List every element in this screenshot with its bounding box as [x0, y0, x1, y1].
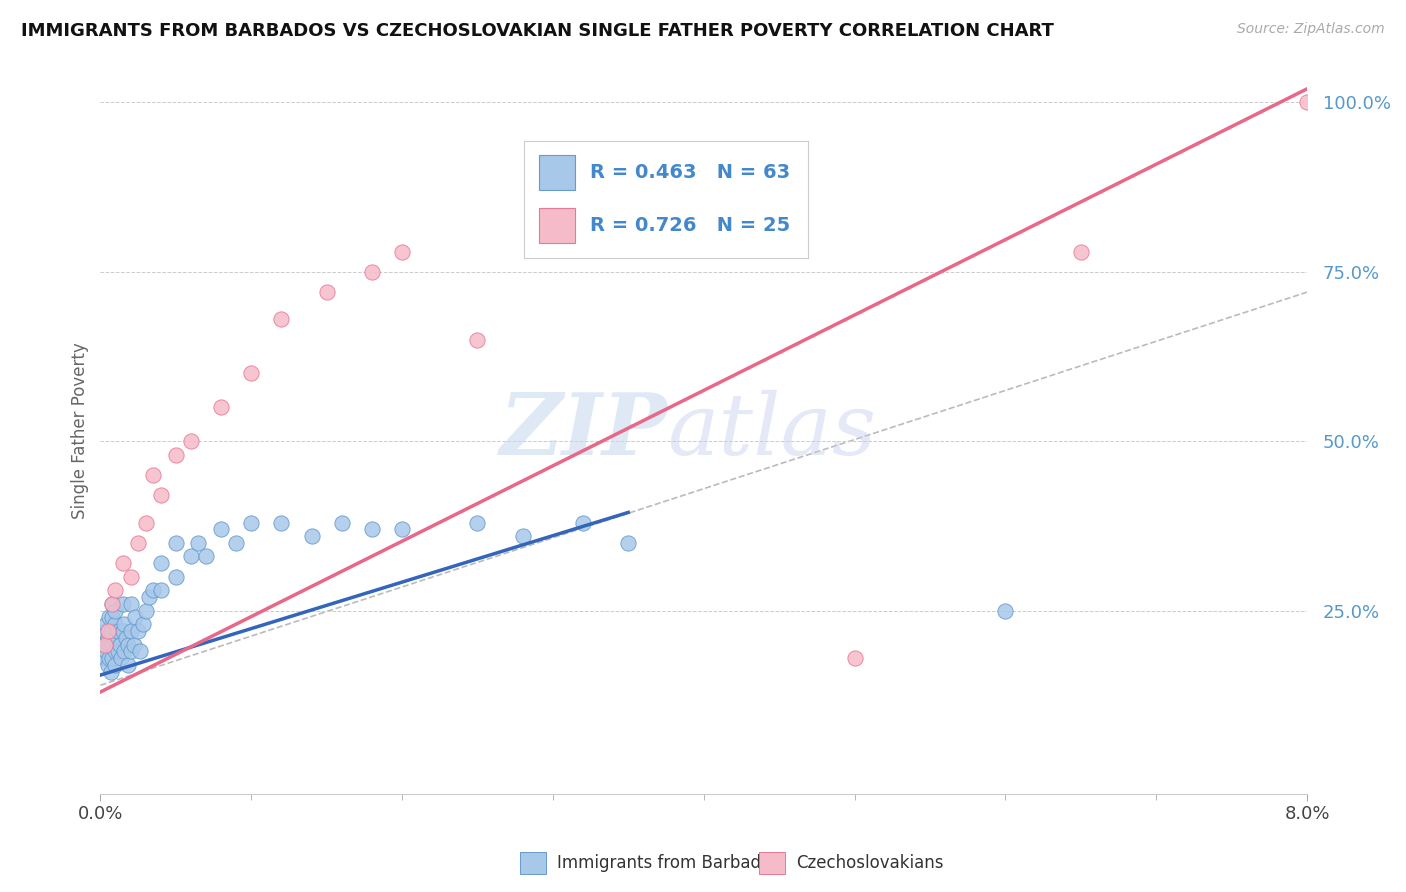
Point: [1070, 244, 1092, 259]
Point: [101, 610, 124, 624]
Point: [131, 617, 153, 632]
Point: [120, 597, 142, 611]
Point: [97, 624, 120, 638]
Point: [94, 651, 117, 665]
Point: [104, 631, 127, 645]
Point: [467, 516, 489, 530]
Point: [97, 657, 120, 672]
Point: [142, 583, 165, 598]
Point: [107, 624, 129, 638]
Point: [617, 536, 640, 550]
Point: [104, 657, 127, 672]
Point: [120, 570, 142, 584]
Point: [98, 638, 121, 652]
Y-axis label: Single Father Poverty: Single Father Poverty: [72, 343, 89, 519]
Point: [104, 617, 127, 632]
Point: [128, 644, 150, 658]
Point: [107, 644, 129, 658]
Point: [209, 401, 232, 415]
Point: [330, 516, 353, 530]
Point: [98, 651, 121, 665]
Point: [512, 529, 534, 543]
Point: [120, 624, 142, 638]
Point: [117, 638, 139, 652]
Point: [240, 367, 263, 381]
Point: [467, 333, 489, 347]
Point: [122, 638, 145, 652]
Point: [111, 597, 134, 611]
Point: [194, 549, 217, 564]
Point: [138, 590, 160, 604]
Point: [124, 610, 146, 624]
Point: [108, 638, 131, 652]
Point: [662, 163, 685, 178]
Point: [149, 488, 172, 502]
Point: [360, 522, 382, 536]
Point: [149, 556, 172, 570]
Point: [117, 657, 139, 672]
Point: [100, 624, 122, 638]
Point: [225, 536, 247, 550]
Text: Immigrants from Barbados: Immigrants from Barbados: [557, 855, 780, 872]
Point: [142, 468, 165, 483]
Point: [127, 536, 149, 550]
Point: [110, 651, 132, 665]
Point: [120, 644, 142, 658]
Point: [104, 604, 127, 618]
Point: [240, 516, 263, 530]
Point: [270, 312, 292, 326]
Point: [93, 638, 115, 652]
Point: [135, 516, 157, 530]
Point: [127, 624, 149, 638]
Point: [101, 638, 124, 652]
Point: [301, 529, 323, 543]
Point: [270, 516, 292, 530]
Point: [209, 522, 232, 536]
Point: [135, 604, 157, 618]
Point: [111, 556, 134, 570]
Point: [98, 610, 121, 624]
Bar: [538, 155, 575, 190]
Point: [180, 549, 202, 564]
Text: Czechoslovakians: Czechoslovakians: [796, 855, 943, 872]
Text: R = 0.726   N = 25: R = 0.726 N = 25: [589, 216, 790, 235]
Point: [165, 448, 187, 462]
Point: [111, 624, 134, 638]
Point: [101, 651, 124, 665]
Point: [101, 597, 124, 611]
Text: IMMIGRANTS FROM BARBADOS VS CZECHOSLOVAKIAN SINGLE FATHER POVERTY CORRELATION CH: IMMIGRANTS FROM BARBADOS VS CZECHOSLOVAK…: [21, 22, 1054, 40]
Bar: [538, 208, 575, 243]
Point: [96, 644, 118, 658]
Point: [94, 638, 117, 652]
Point: [94, 624, 117, 638]
Point: [115, 631, 138, 645]
Point: [165, 570, 187, 584]
Point: [165, 536, 187, 550]
Text: R = 0.463   N = 63: R = 0.463 N = 63: [589, 163, 790, 182]
Point: [104, 583, 127, 598]
Point: [187, 536, 209, 550]
Point: [1296, 95, 1319, 110]
Point: [315, 285, 337, 300]
Point: [844, 651, 866, 665]
Point: [994, 604, 1017, 618]
Point: [391, 244, 413, 259]
Point: [617, 197, 640, 211]
Point: [572, 516, 595, 530]
Text: atlas: atlas: [668, 390, 876, 473]
Point: [97, 631, 120, 645]
Point: [180, 434, 202, 449]
Point: [104, 644, 127, 658]
Point: [114, 617, 136, 632]
Point: [149, 583, 172, 598]
Point: [114, 644, 136, 658]
Point: [100, 665, 122, 679]
Point: [360, 265, 382, 279]
Text: Source: ZipAtlas.com: Source: ZipAtlas.com: [1237, 22, 1385, 37]
Point: [391, 522, 413, 536]
Text: ZIP: ZIP: [499, 389, 668, 473]
Point: [96, 617, 118, 632]
Point: [101, 597, 124, 611]
Point: [541, 231, 564, 245]
